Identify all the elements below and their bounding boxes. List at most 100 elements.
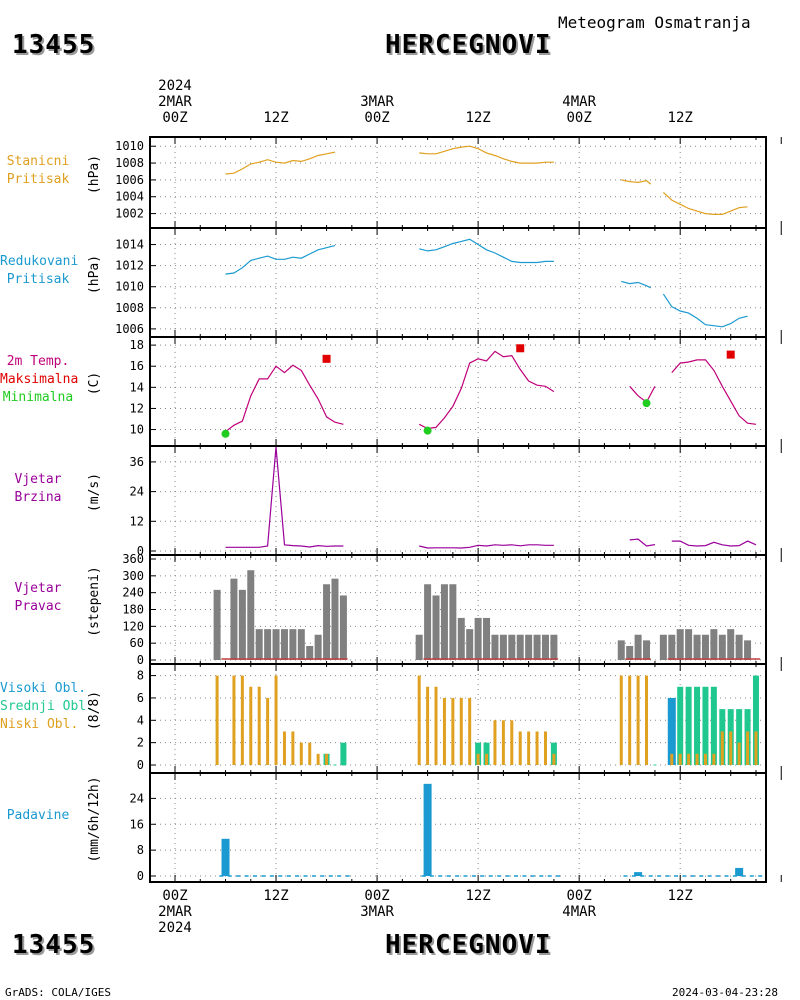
- station-name-top: HERCEGNOVI: [385, 30, 552, 60]
- panel-frame: [149, 445, 767, 556]
- mid-cloud-bar: [340, 742, 347, 765]
- mid-cloud-bar: [752, 675, 759, 765]
- wind-direction-bar: [213, 589, 221, 660]
- low-cloud-bar: [678, 753, 682, 765]
- wind-direction-bar: [272, 629, 280, 660]
- tmax-marker: [322, 354, 331, 363]
- low-cloud-bar: [257, 686, 261, 765]
- time-label: 4MAR: [562, 904, 597, 920]
- mid-cloud-bar: [475, 742, 482, 765]
- footer-credit: GrADS: COLA/IGES: [5, 986, 111, 999]
- y-tick-label: 14: [130, 380, 144, 394]
- y-tick-label: 300: [122, 569, 144, 583]
- low-cloud-bar: [527, 731, 531, 765]
- low-cloud-bar: [240, 675, 244, 765]
- low-cloud-bar: [729, 731, 733, 765]
- y-tick-label: 1006: [115, 322, 144, 336]
- wind-direction-bar: [297, 629, 305, 660]
- wind-direction-bar: [264, 629, 272, 660]
- y-tick-label: 18: [130, 338, 144, 352]
- wind-direction-bar: [238, 589, 246, 660]
- panel-label-line: Maksimalna: [0, 371, 79, 387]
- low-cloud-bar: [543, 731, 547, 765]
- panel-frame: [149, 336, 767, 447]
- y-tick-label: 4: [137, 713, 144, 727]
- mid-cloud-bar: [702, 686, 709, 765]
- y-tick-label: 8: [137, 843, 144, 857]
- wind-direction-bar: [440, 584, 448, 660]
- time-label: 12Z: [667, 888, 693, 904]
- low-cloud-bar: [291, 731, 295, 765]
- wind-direction-bar: [491, 634, 499, 660]
- wind-direction-bar: [533, 634, 541, 660]
- wind-direction-bar: [744, 640, 752, 660]
- tmin-marker: [642, 399, 651, 408]
- wind-direction-bar: [668, 634, 676, 660]
- low-cloud-bar: [695, 753, 699, 765]
- tmax-marker: [516, 344, 525, 353]
- wind-direction-bar: [643, 640, 651, 660]
- wind-direction-bar: [247, 570, 255, 660]
- panel-unit-label: (hPa): [87, 155, 102, 194]
- time-label: 00Z: [364, 110, 390, 126]
- low-cloud-bar: [274, 675, 278, 765]
- y-tick-label: 1008: [115, 156, 144, 170]
- y-tick-label: 360: [122, 552, 144, 566]
- low-cloud-bar: [703, 753, 707, 765]
- time-label: 12Z: [263, 888, 289, 904]
- wind-direction-bar: [626, 645, 634, 660]
- low-cloud-bar: [636, 675, 640, 765]
- low-cloud-bar: [552, 753, 556, 765]
- wind-direction-bar: [331, 578, 339, 660]
- mid-cloud-bar: [736, 709, 743, 765]
- time-label: 00Z: [364, 888, 390, 904]
- wind-direction-bar: [525, 634, 533, 660]
- wind-direction-bar: [516, 634, 524, 660]
- wind-direction-bar: [432, 595, 440, 660]
- reduced-pressure-line: [662, 293, 748, 328]
- low-cloud-bar: [737, 742, 741, 765]
- panel-frame: [149, 136, 767, 229]
- time-label: 12Z: [263, 110, 289, 126]
- panel-label-line: 2m Temp.: [6, 353, 70, 369]
- time-label: 2024: [158, 920, 192, 936]
- low-cloud-bar: [746, 731, 750, 765]
- y-tick-label: 16: [130, 817, 144, 831]
- panel-2: 1006 1008 1010 1012 1014: [115, 227, 782, 338]
- reduced-pressure-line: [419, 238, 554, 264]
- precip-bar: [221, 838, 230, 876]
- y-tick-label: 1004: [115, 190, 144, 204]
- wind-direction-bar: [230, 578, 238, 660]
- low-cloud-bar: [754, 731, 758, 765]
- y-tick-label: 0: [137, 544, 144, 558]
- panel-label-line: Vjetar: [14, 471, 62, 487]
- wind-direction-bar: [339, 595, 347, 660]
- panel-label-line: Redukovani: [0, 253, 79, 269]
- time-label: 4MAR: [562, 94, 597, 110]
- station-name-bottom: HERCEGNOVI: [385, 930, 552, 960]
- time-label: 2MAR: [158, 94, 192, 110]
- wind-direction-bar: [701, 634, 709, 660]
- station-pressure-line: [225, 151, 336, 175]
- low-cloud-bar: [501, 720, 505, 765]
- station-id-bottom: 13455: [12, 930, 96, 960]
- wind-direction-bar: [474, 617, 482, 660]
- y-tick-label: 1010: [115, 280, 144, 294]
- low-cloud-bar: [299, 742, 303, 765]
- time-label: 00Z: [566, 110, 592, 126]
- wind-direction-bar: [255, 629, 263, 660]
- y-tick-label: 24: [130, 791, 144, 805]
- time-label: 00Z: [162, 888, 188, 904]
- low-cloud-bar: [619, 675, 623, 765]
- low-cloud-bar: [316, 753, 320, 765]
- y-tick-label: 6: [137, 691, 144, 705]
- low-cloud-bar: [215, 675, 219, 765]
- low-cloud-bar: [266, 697, 270, 765]
- wind-direction-bar: [424, 584, 432, 660]
- wind-direction-bar: [415, 634, 423, 660]
- panel-unit-label: (hPa): [87, 255, 102, 294]
- low-cloud-bar: [720, 731, 724, 765]
- wind-speed-line: [225, 447, 344, 548]
- y-tick-label: 0: [137, 653, 144, 667]
- low-cloud-bar: [417, 675, 421, 765]
